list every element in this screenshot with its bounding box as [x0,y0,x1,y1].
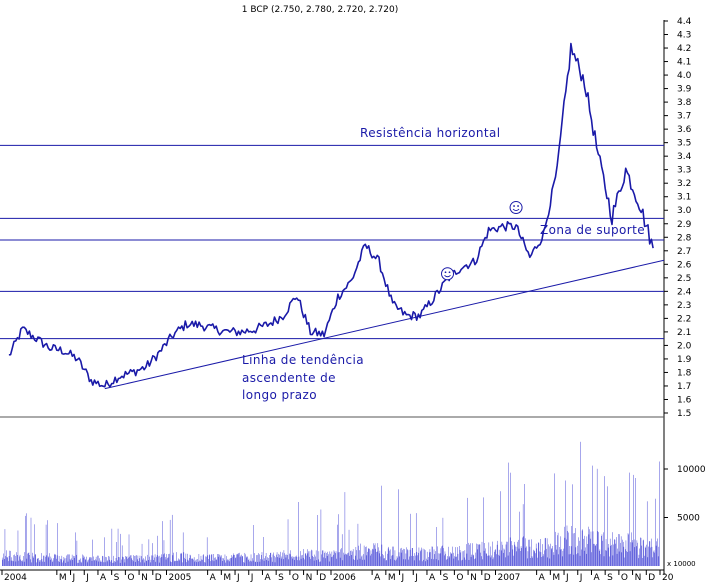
time-tick-label: J [565,573,569,582]
time-tick-label: 2006 [333,573,356,582]
price-tick-label: 2.6 [677,260,692,270]
annotations: Resistência horizontal Zona de suporte L… [242,126,645,402]
time-tick-label: O [292,573,299,582]
price-tick-label: 2.9 [677,220,692,230]
price-tick-label: 1.5 [677,409,691,419]
price-tick-label: 3.1 [677,193,691,203]
time-tick-label: A [210,573,217,582]
price-tick-label: 1.6 [677,395,692,405]
trendline-group [104,259,665,390]
trendline [104,259,665,390]
price-tick-label: 3.3 [677,166,691,176]
volume-tick-label: 5000 [677,514,700,524]
smiley-icon [441,267,455,281]
price-tick-label: 3.6 [677,125,692,135]
price-tick-label: 2.1 [677,328,691,338]
time-tick-label: N [141,573,148,582]
time-tick-label: J [236,573,240,582]
time-tick-label: O [621,573,628,582]
time-tick-label: S [114,573,120,582]
horizontal-lines [0,144,664,340]
time-tick-label: A [539,573,546,582]
resistance-label: Resistência horizontal [360,126,500,140]
price-tick-label: 4.1 [677,58,691,68]
time-tick-label: 20 [662,573,674,582]
trend-label-line-3: longo prazo [242,388,317,402]
price-line [8,42,654,388]
time-tick-label: A [100,573,107,582]
time-axis: 2004 M J J A S O N D 2005 A M J J A S O N D 2006 A M J J A S O N D 20… [0,569,674,582]
smiley-markers [441,201,523,281]
price-tick-label: 2.0 [677,341,692,351]
time-tick-label: J [401,573,405,582]
price-tick-label: 1.9 [677,355,692,365]
time-tick-label: S [443,573,449,582]
price-tick-label: 4.4 [677,17,692,27]
time-tick-label: M [388,573,396,582]
price-tick-label: 2.5 [677,274,691,284]
support-zone-label: Zona de suporte [540,223,645,237]
time-tick-label: N [635,573,642,582]
time-tick-label: A [429,573,436,582]
time-tick-label: N [470,573,477,582]
time-tick-label: J [72,573,76,582]
time-tick-label: S [607,573,613,582]
price-tick-label: 3.0 [677,206,692,216]
price-tick-label: 2.4 [677,287,692,297]
time-tick-label: M [552,573,560,582]
price-tick-label: 3.9 [677,85,692,95]
time-tick-label: D [484,573,491,582]
volume-tick-label: 10000 [677,465,706,475]
volume-series [2,441,660,566]
price-tick-label: 4.3 [677,31,691,41]
time-tick-label: A [593,573,600,582]
time-tick-label: J [85,573,89,582]
time-tick-label: 2004 [4,573,27,582]
price-tick-label: 1.8 [677,368,692,378]
price-tick-label: 1.7 [677,382,691,392]
price-tick-label: 3.7 [677,112,691,122]
trend-label-line-2: ascendente de [242,371,336,385]
time-tick-label: J [579,573,583,582]
time-tick-label: 2005 [169,573,192,582]
time-tick-label: 2007 [498,573,521,582]
smiley-icon [509,201,523,215]
volume-unit-label: x 10000 [667,560,696,568]
price-tick-label: 3.5 [677,139,691,149]
price-tick-label: 3.4 [677,152,692,162]
time-tick-label: D [648,573,655,582]
price-tick-label: 2.2 [677,314,691,324]
time-tick-label: J [250,573,254,582]
price-tick-label: 2.3 [677,301,691,311]
time-tick-label: O [127,573,134,582]
trend-label-line-1: Linha de tendência [242,353,364,367]
price-tick-label: 2.7 [677,247,691,257]
chart-title: 1 BCP (2.750, 2.780, 2.720, 2.720) [242,5,398,15]
volume-axis: 5000 10000 x 10000 [664,465,706,568]
price-tick-label: 3.8 [677,98,692,108]
price-tick-label: 2.8 [677,233,692,243]
time-tick-label: N [306,573,313,582]
time-tick-label: A [264,573,271,582]
time-tick-label: D [319,573,326,582]
price-series [8,42,654,388]
price-axis: 1.5 1.6 1.7 1.8 1.9 2.0 2.1 2.2 2.3 2.4 2.5 2.6 2.7 2… [0,17,692,575]
time-tick-label: J [414,573,418,582]
time-tick-label: M [59,573,67,582]
time-tick-label: O [456,573,463,582]
price-tick-label: 4.2 [677,44,691,54]
time-tick-label: S [278,573,284,582]
time-tick-label: D [155,573,162,582]
time-tick-label: A [374,573,381,582]
price-tick-label: 3.2 [677,179,691,189]
price-tick-label: 4.0 [677,71,692,81]
time-tick-label: M [223,573,231,582]
